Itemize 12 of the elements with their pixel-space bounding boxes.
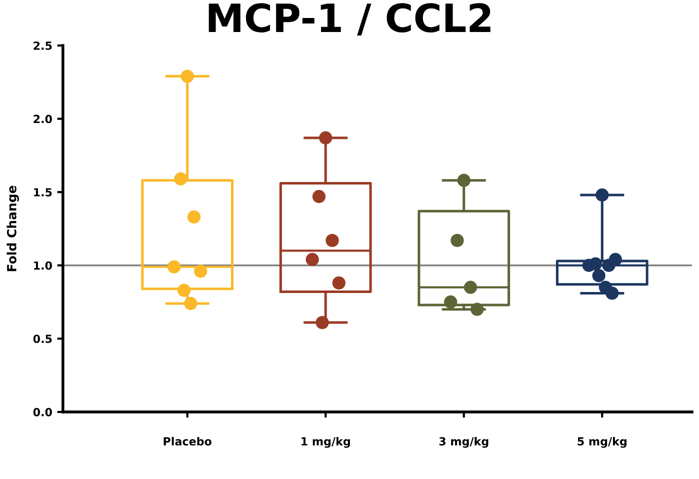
x-tick-label: 5 mg/kg [578, 436, 626, 448]
y-tick-label: 0.0 [33, 408, 52, 416]
y-tick-label: 1.0 [34, 261, 52, 270]
y-tick-label: 2.0 [34, 114, 52, 124]
x-tick-label: Placebo [164, 436, 212, 446]
y-tick-label: 1.5 [34, 188, 52, 196]
chart-title: MCP-1 / CCL2 [208, 3, 490, 36]
y-tick-label: 2.5 [34, 41, 52, 50]
y-tick-label: 0.5 [33, 334, 52, 344]
x-tick-label: 3 mg/kg [439, 436, 488, 448]
y-axis-title: Fold Change [6, 186, 19, 272]
x-tick-label: 1 mg/kg [302, 436, 350, 448]
